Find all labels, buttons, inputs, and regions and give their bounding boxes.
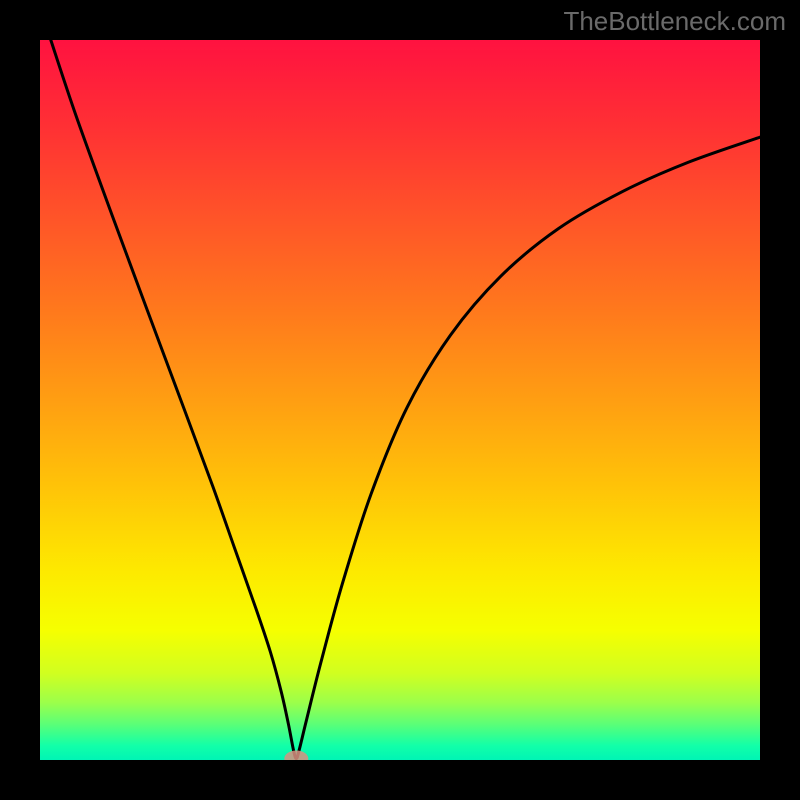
plot-area [40, 40, 760, 760]
chart-svg [40, 40, 760, 760]
watermark-text: TheBottleneck.com [563, 6, 786, 37]
gradient-background [40, 40, 760, 760]
outer-frame [0, 0, 800, 800]
